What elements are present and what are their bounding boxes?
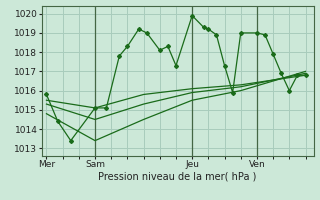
X-axis label: Pression niveau de la mer( hPa ): Pression niveau de la mer( hPa ) xyxy=(99,172,257,182)
